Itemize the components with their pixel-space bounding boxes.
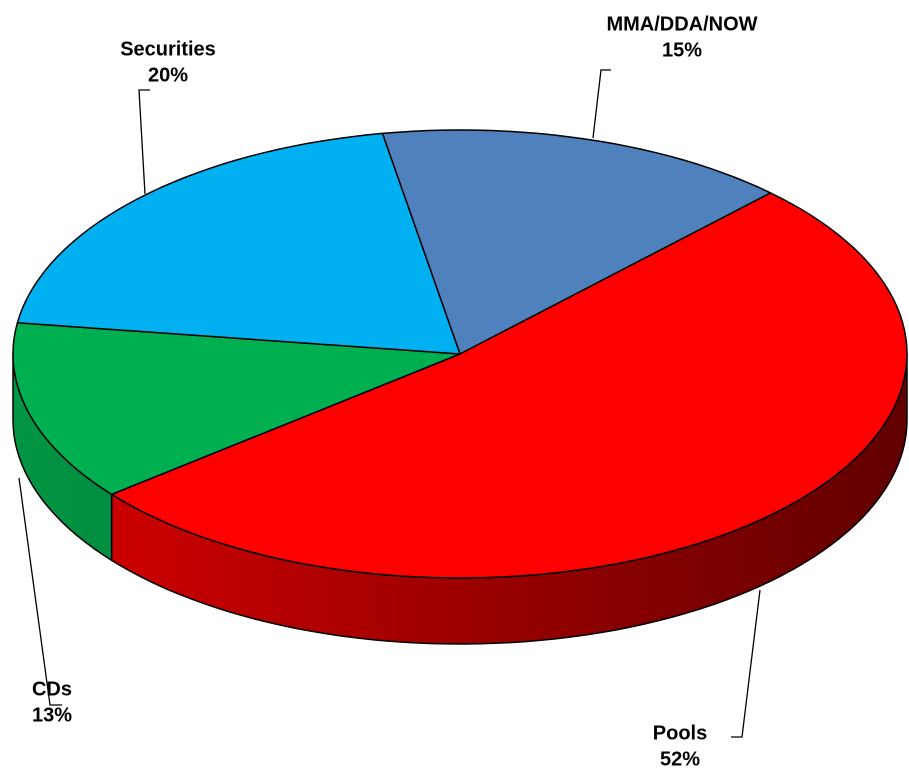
slice-percent: 15% (662, 39, 702, 61)
leader-line (731, 589, 761, 738)
slice-label: CDs (32, 678, 72, 700)
leader-line (18, 477, 62, 706)
slice-percent: 20% (148, 64, 188, 86)
slice (16, 132, 461, 355)
slice-percent: 52% (660, 748, 700, 770)
slice-label: MMA/DDA/NOW (606, 13, 757, 35)
slice (12, 322, 461, 496)
slice-label: Securities (120, 38, 216, 60)
slice (381, 129, 772, 355)
slice-label: Pools (653, 722, 707, 744)
slice (110, 192, 908, 579)
leader-line (138, 89, 150, 195)
leader-line (592, 69, 611, 139)
slice-percent: 13% (32, 704, 72, 726)
